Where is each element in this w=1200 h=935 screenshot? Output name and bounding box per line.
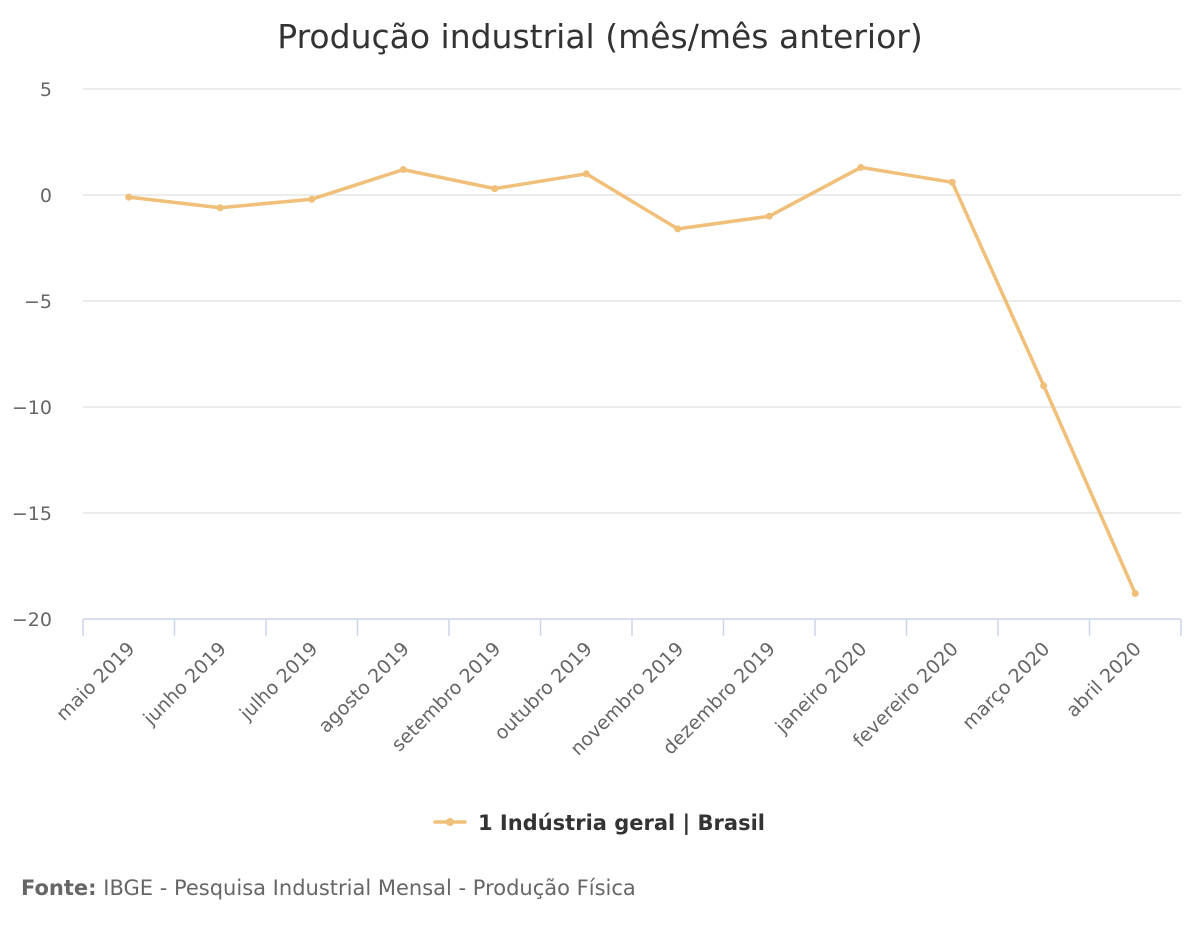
source-note: Fonte: IBGE - Pesquisa Industrial Mensal… <box>21 876 636 900</box>
grid-lines <box>83 88 1181 514</box>
data-point[interactable] <box>125 193 133 201</box>
data-point[interactable] <box>674 225 682 233</box>
data-point[interactable] <box>857 163 865 171</box>
y-tick-label: −10 <box>12 397 52 419</box>
x-tick-label: julho 2019 <box>235 638 322 725</box>
y-tick-label: −20 <box>12 609 52 631</box>
x-tick-label: agosto 2019 <box>314 638 413 737</box>
y-tick-label: 0 <box>40 185 52 207</box>
x-tick-label: junho 2019 <box>139 638 231 730</box>
source-label: Fonte: <box>21 876 97 900</box>
x-tick-label: maio 2019 <box>52 638 139 725</box>
y-tick-label: −5 <box>24 291 52 313</box>
data-point[interactable] <box>582 170 590 178</box>
legend[interactable]: 1 Indústria geral | Brasil <box>433 811 765 836</box>
y-tick-label: −15 <box>12 503 52 525</box>
data-point[interactable] <box>491 185 499 193</box>
series-line[interactable] <box>127 165 1138 596</box>
data-point[interactable] <box>948 178 956 186</box>
x-tick-label: janeiro 2020 <box>771 638 872 739</box>
y-tick-label: 5 <box>40 79 52 101</box>
x-tick-label: abril 2020 <box>1062 638 1146 722</box>
data-point[interactable] <box>1131 590 1139 598</box>
data-point[interactable] <box>308 195 316 203</box>
series-line-layer <box>125 163 1139 598</box>
x-tick-label: março 2020 <box>958 638 1054 734</box>
data-point[interactable] <box>216 204 224 212</box>
data-point[interactable] <box>1040 382 1048 390</box>
data-point[interactable] <box>765 212 773 220</box>
y-axis: 5 0 −5 −10 −15 −20 <box>12 79 52 631</box>
legend-label[interactable]: 1 Indústria geral | Brasil <box>478 811 765 836</box>
source-text: IBGE - Pesquisa Industrial Mensal - Prod… <box>103 876 636 900</box>
chart-title: Produção industrial (mês/mês anterior) <box>277 17 922 56</box>
legend-marker <box>446 818 454 826</box>
data-point[interactable] <box>399 166 407 174</box>
